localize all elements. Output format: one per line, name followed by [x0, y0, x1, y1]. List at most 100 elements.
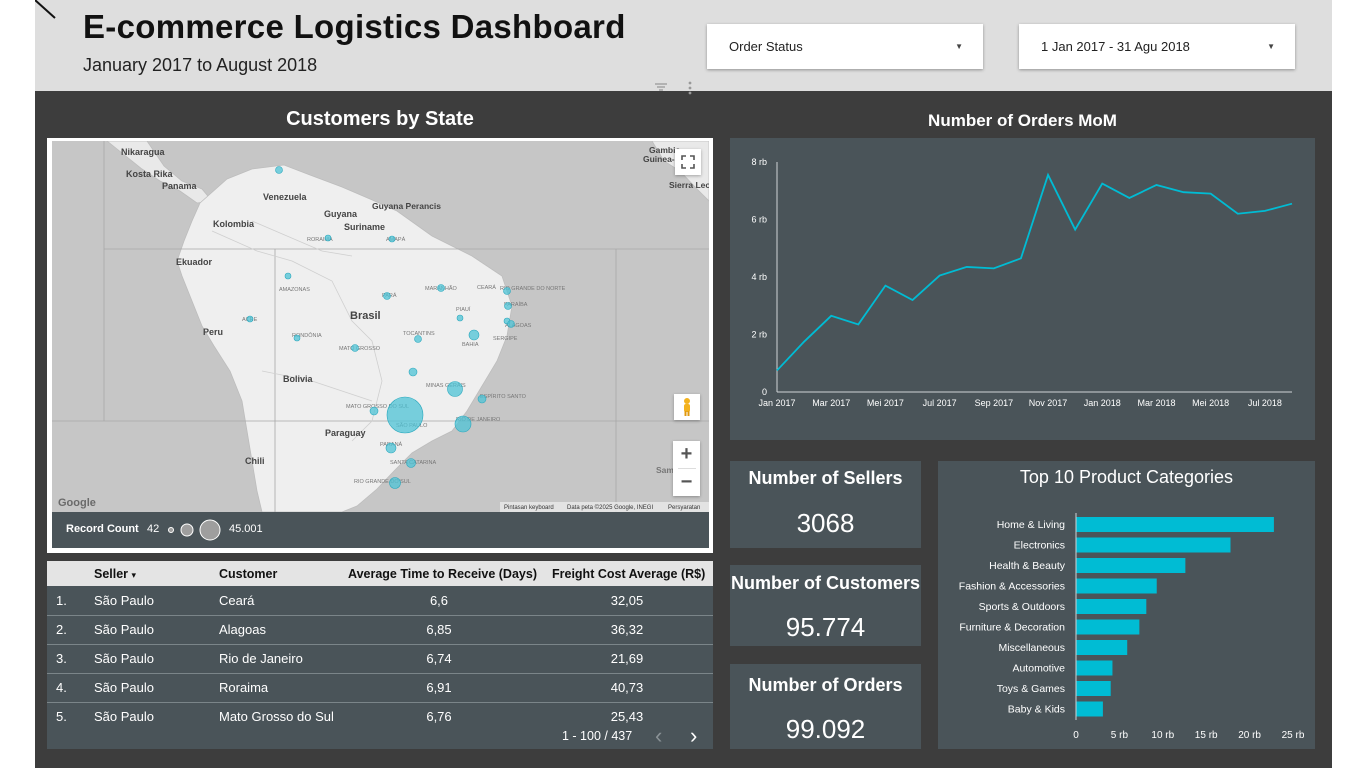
line-point[interactable] [1263, 209, 1267, 213]
map-bubble[interactable] [389, 477, 401, 489]
line-point[interactable] [1290, 202, 1294, 206]
zoom-out-button[interactable]: − [680, 471, 693, 493]
map-bubble[interactable] [447, 381, 463, 397]
pegman-icon[interactable] [674, 394, 700, 420]
table-row[interactable]: 3. São Paulo Rio de Janeiro 6,74 21,69 [47, 644, 713, 674]
row-index: 2. [56, 622, 67, 637]
line-point[interactable] [883, 284, 887, 288]
category-bar[interactable] [1076, 537, 1231, 553]
map-bubble[interactable] [504, 302, 512, 310]
category-bar[interactable] [1076, 599, 1147, 614]
line-point[interactable] [775, 368, 779, 372]
bar-chart-title: Top 10 Product Categories [1019, 467, 1234, 487]
date-range-filter-label: 1 Jan 2017 - 31 Agu 2018 [1041, 39, 1190, 54]
chevron-down-icon: ▼ [1267, 42, 1275, 51]
prev-page-button[interactable]: ‹ [655, 723, 663, 748]
category-label: Health & Beauty [989, 560, 1066, 572]
category-bar[interactable] [1076, 517, 1274, 532]
line-point[interactable] [1236, 212, 1240, 216]
line-point[interactable] [1127, 196, 1131, 200]
map-bubble[interactable] [437, 284, 445, 292]
map-bubble[interactable] [275, 166, 283, 174]
map-bubble[interactable] [456, 314, 464, 322]
x-tick-label: 0 [1073, 730, 1079, 741]
line-point[interactable] [1182, 190, 1186, 194]
legend-bubbles [168, 519, 221, 541]
map-bubble[interactable] [503, 287, 511, 295]
map-bubble[interactable] [246, 315, 254, 323]
map-bubble[interactable] [385, 442, 397, 454]
map-bubble[interactable] [351, 344, 359, 352]
table-row[interactable]: 5. São Paulo Mato Grosso do Sul 6,76 25,… [47, 702, 713, 731]
orders-series-line[interactable] [776, 172, 1293, 372]
column-header-customer[interactable]: Customer [219, 567, 278, 581]
map-bubble[interactable] [369, 406, 379, 416]
line-point[interactable] [1100, 182, 1104, 186]
category-bar[interactable] [1076, 578, 1157, 594]
cell-freight: 21,69 [610, 651, 644, 666]
keyboard-shortcuts-link[interactable]: Pintasan keyboard [504, 505, 554, 511]
category-bar[interactable] [1076, 558, 1186, 573]
category-bar[interactable] [1076, 660, 1113, 676]
map-bubble[interactable] [414, 335, 422, 343]
table-row[interactable]: 4. São Paulo Roraima 6,91 40,73 [47, 673, 713, 703]
column-header-seller[interactable]: Seller ▾ [94, 567, 137, 581]
map-bubble[interactable] [293, 334, 301, 342]
fullscreen-icon[interactable] [675, 149, 701, 175]
country-label: Bolivia [283, 374, 314, 384]
kpi-orders-card: Number of Orders 99.092 [730, 664, 921, 749]
line-point[interactable] [965, 265, 969, 269]
more-vert-icon[interactable] [687, 81, 693, 95]
line-point[interactable] [802, 340, 806, 344]
map-bubble[interactable] [507, 320, 515, 328]
map-bubble[interactable] [386, 396, 424, 434]
country-label: Sierra Leo [669, 180, 709, 190]
line-chart-title: Number of Orders MoM [928, 111, 1117, 130]
order-status-filter-label: Order Status [729, 39, 803, 54]
column-header-avg-time[interactable]: Average Time to Receive (Days) [348, 567, 537, 581]
line-point[interactable] [1073, 228, 1077, 232]
map-bubble[interactable] [468, 329, 480, 341]
customers-map[interactable]: Nikaragua Kosta Rika Panama Venezuela Gu… [52, 141, 709, 512]
line-point[interactable] [1209, 192, 1213, 196]
line-point[interactable] [1019, 256, 1023, 260]
filter-icon[interactable] [654, 82, 668, 92]
map-bubble[interactable] [284, 272, 292, 280]
table-row[interactable]: 2. São Paulo Alagoas 6,85 36,32 [47, 615, 713, 645]
category-bar[interactable] [1076, 619, 1140, 635]
order-status-filter[interactable]: Order Status ▼ [707, 24, 983, 69]
line-point[interactable] [938, 274, 942, 278]
category-label: Home & Living [997, 519, 1065, 531]
seller-customer-table: Seller ▾ Customer Average Time to Receiv… [47, 561, 713, 749]
map-bubble[interactable] [406, 458, 416, 468]
map-bubble[interactable] [388, 235, 396, 243]
column-header-freight[interactable]: Freight Cost Average (R$) [552, 567, 706, 581]
line-point[interactable] [829, 314, 833, 318]
x-tick-label: 10 rb [1151, 730, 1174, 741]
country-label: Venezuela [263, 192, 308, 202]
zoom-in-button[interactable]: + [680, 443, 693, 465]
date-range-filter[interactable]: 1 Jan 2017 - 31 Agu 2018 ▼ [1019, 24, 1295, 69]
map-bubble[interactable] [408, 367, 418, 377]
terms-link[interactable]: Persyaratan [668, 505, 700, 511]
line-point[interactable] [856, 322, 860, 326]
state-label: RONDÔNIA [292, 332, 322, 339]
category-bar[interactable] [1076, 640, 1128, 655]
map-bubble[interactable] [383, 292, 391, 300]
x-tick-label: 5 rb [1111, 730, 1129, 741]
line-point[interactable] [1154, 183, 1158, 187]
map-bubble[interactable] [324, 234, 332, 242]
x-tick-label: Mar 2017 [812, 398, 850, 408]
line-point[interactable] [911, 298, 915, 302]
cell-avg-time: 6,6 [429, 593, 449, 608]
line-point[interactable] [1046, 173, 1050, 177]
map-bubble[interactable] [477, 394, 487, 404]
category-bar[interactable] [1076, 681, 1111, 696]
line-point[interactable] [992, 266, 996, 270]
map-bubble[interactable] [454, 415, 472, 433]
table-row[interactable]: 1. São Paulo Ceará 6,6 32,05 [47, 586, 713, 616]
state-label: SERGIPE [493, 336, 518, 342]
category-bar[interactable] [1076, 701, 1103, 717]
next-page-button[interactable]: › [690, 723, 698, 748]
country-label: Suriname [344, 222, 385, 232]
